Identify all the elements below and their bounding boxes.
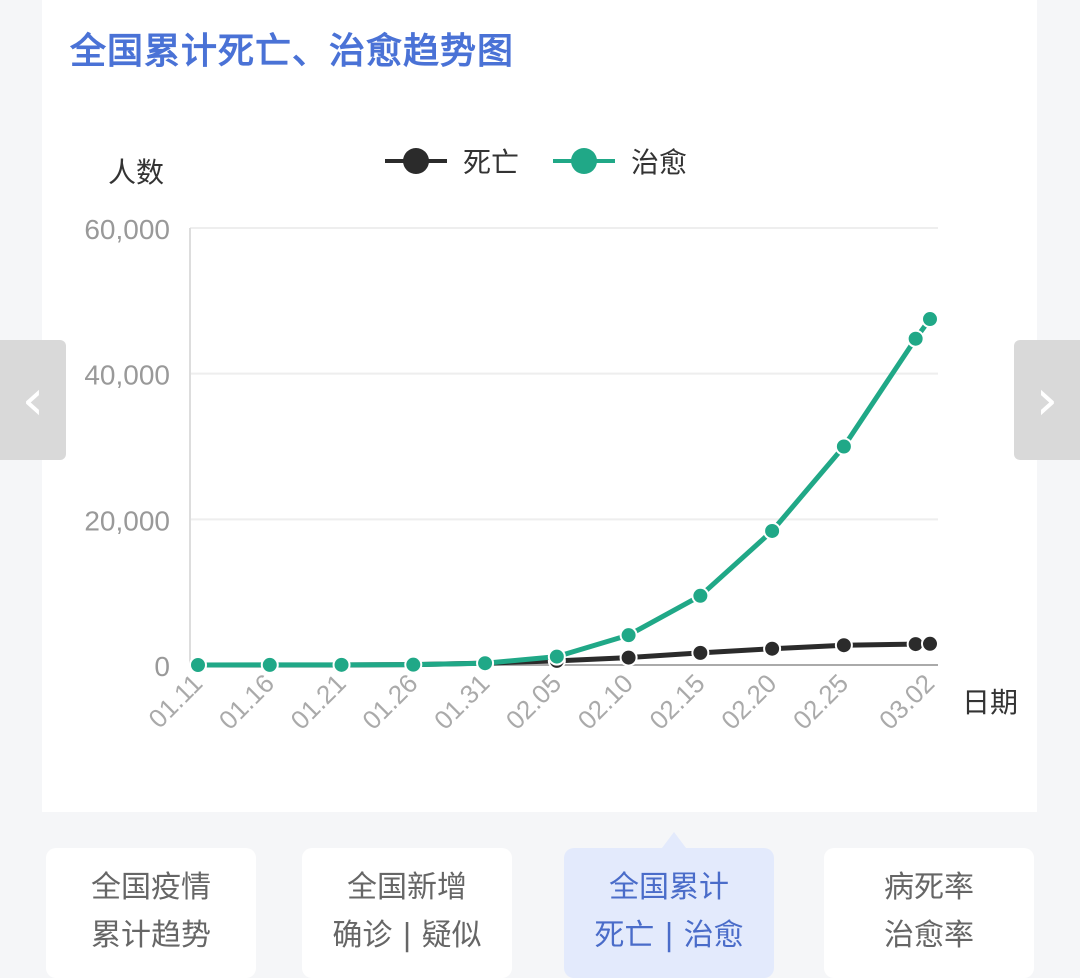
x-tick-label: 02.15 <box>643 668 710 735</box>
active-tab-pointer <box>662 832 686 848</box>
data-point-cured <box>189 656 207 674</box>
series-line-cured <box>197 317 933 668</box>
y-tick-label: 20,000 <box>84 505 170 536</box>
data-point-deaths <box>763 639 782 658</box>
x-tick-label: 02.20 <box>715 668 782 735</box>
x-tick-label: 01.26 <box>356 668 423 735</box>
y-tick-label: 0 <box>154 651 170 682</box>
tab-label: 全国疫情 <box>91 870 211 905</box>
next-chart-button[interactable]: › <box>1014 340 1080 460</box>
y-tick-label: 60,000 <box>84 214 170 245</box>
tab-deaths-cured[interactable]: 全国累计 死亡 | 治愈 <box>564 848 774 978</box>
x-tick-label: 02.05 <box>500 668 567 735</box>
data-point-cured <box>619 626 638 645</box>
data-point-deaths <box>834 636 853 655</box>
legend-label: 死亡 <box>463 146 519 179</box>
data-point-deaths <box>691 643 710 662</box>
x-tick-label: 02.10 <box>572 668 639 735</box>
tab-cumulative-trend[interactable]: 全国疫情 累计趋势 <box>46 848 256 978</box>
tab-new-confirmed[interactable]: 全国新增 确诊 | 疑似 <box>302 848 512 978</box>
tab-label: 全国新增 <box>347 870 467 905</box>
tab-label: 全国累计 <box>609 870 729 905</box>
data-point-cured <box>906 329 925 348</box>
chevron-left-icon: ‹ <box>21 367 45 433</box>
legend-marker <box>571 148 597 174</box>
y-axis-label: 人数 <box>108 156 164 189</box>
tab-label: 死亡 | 治愈 <box>594 918 744 953</box>
data-point-cured <box>404 655 423 674</box>
tab-rates[interactable]: 病死率 治愈率 <box>824 848 1034 978</box>
tab-label: 确诊 | 疑似 <box>332 918 482 953</box>
legend-marker <box>403 148 429 174</box>
data-point-cured <box>763 521 782 540</box>
x-axis-label: 日期 <box>962 686 1018 719</box>
legend-label: 治愈 <box>631 146 687 179</box>
x-tick-label: 01.11 <box>142 668 208 734</box>
data-point-cured <box>691 586 710 605</box>
data-point-cured <box>834 437 853 456</box>
x-tick-label: 02.25 <box>787 668 854 735</box>
page-title: 全国累计死亡、治愈趋势图 <box>70 31 515 72</box>
data-point-cured <box>547 647 566 666</box>
tab-label: 治愈率 <box>884 918 974 953</box>
x-tick-label: 01.31 <box>428 668 495 735</box>
data-point-deaths <box>921 634 939 653</box>
tab-label: 病死率 <box>884 870 974 905</box>
data-point-cured <box>260 655 279 674</box>
x-tick-label: 03.02 <box>873 668 940 735</box>
data-point-deaths <box>619 648 638 667</box>
data-point-cured <box>921 310 939 329</box>
data-point-cured <box>476 654 495 673</box>
x-tick-label: 01.21 <box>285 668 352 735</box>
chevron-right-icon: › <box>1035 367 1059 433</box>
y-tick-label: 40,000 <box>84 360 170 391</box>
prev-chart-button[interactable]: ‹ <box>0 340 66 460</box>
tab-label: 累计趋势 <box>91 918 211 953</box>
data-point-cured <box>332 655 351 674</box>
x-tick-label: 01.16 <box>213 668 280 735</box>
